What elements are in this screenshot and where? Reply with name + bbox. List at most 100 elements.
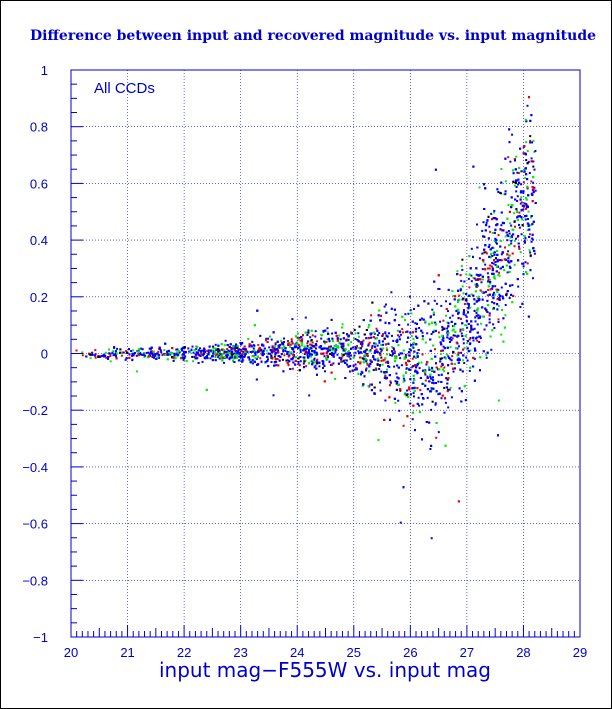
scatter-point [412,374,415,377]
scatter-point [411,411,414,414]
scatter-point [374,358,377,361]
scatter-point [349,354,352,357]
scatter-point [347,343,350,346]
scatter-point [429,390,432,393]
scatter-point [473,327,476,330]
scatter-point [409,368,412,371]
scatter-point [408,386,411,389]
scatter-point [404,353,407,356]
scatter-point [215,353,218,356]
scatter-point [467,340,469,342]
scatter-point [321,360,324,362]
scatter-point [131,359,134,362]
scatter-point [521,204,524,207]
scatter-point [507,204,510,206]
scatter-point [315,359,318,362]
scatter-point [391,346,394,349]
scatter-point [334,377,337,380]
scatter-point [481,229,484,232]
scatter-point [157,353,160,356]
scatter-point [230,347,233,350]
scatter-point [432,344,435,347]
scatter-point [318,365,321,368]
scatter-point [507,257,510,260]
scatter-point [422,369,424,372]
scatter-point [467,305,470,308]
scatter-point [493,275,496,278]
scatter-point [510,242,513,245]
scatter-point [505,264,508,267]
scatter-point [392,347,395,350]
scatter-point [211,359,214,362]
scatter-point [429,373,432,376]
scatter-point [259,334,262,337]
scatter-point [441,349,444,352]
scatter-point [531,186,534,188]
scatter-point [378,332,381,334]
scatter-point [128,348,130,351]
scatter-point [430,537,433,540]
scatter-point [358,347,361,350]
scatter-point [138,348,141,350]
scatter-point [500,181,503,184]
scatter-point [414,364,417,367]
scatter-point [532,139,535,142]
scatter-point [436,302,438,305]
scatter-point [294,356,297,359]
scatter-point [330,371,333,374]
scatter-point [492,297,495,300]
scatter-point [231,353,234,356]
scatter-point [332,347,335,350]
scatter-point [518,211,521,214]
scatter-point [194,357,197,360]
scatter-point [431,308,434,311]
scatter-point [182,358,185,361]
y-tick-label: 0.6 [30,176,48,191]
scatter-point [348,355,351,358]
scatter-point [184,355,187,358]
scatter-point [256,309,259,312]
scatter-point [457,500,460,503]
scatter-point [132,354,135,357]
scatter-point [234,356,237,359]
y-tick-label: 1 [41,63,48,78]
scatter-point [375,351,378,353]
scatter-point [438,288,441,290]
scatter-point [527,160,530,163]
scatter-point [266,341,269,343]
scatter-point [482,235,485,238]
scatter-point [228,346,231,348]
scatter-point [515,155,518,158]
scatter-point [510,196,513,199]
scatter-point [232,345,235,348]
scatter-point [336,337,339,340]
scatter-point [450,336,453,339]
scatter-point [522,190,525,193]
scatter-point [457,361,460,364]
scatter-point [482,315,484,318]
scatter-point [448,337,451,340]
scatter-point [504,314,507,317]
scatter-point [469,306,472,309]
scatter-point [219,351,222,354]
scatter-point [381,340,384,343]
scatter-point [274,345,276,348]
scatter-point [274,342,277,345]
scatter-point [467,277,470,280]
scatter-point [488,243,491,246]
scatter-point [457,351,460,354]
scatter-point [286,353,289,355]
scatter-point [454,334,456,337]
scatter-point [355,345,358,348]
scatter-point [447,288,450,291]
scatter-point [416,387,419,390]
scatter-point [354,338,357,340]
scatter-point [462,354,465,357]
scatter-point [500,286,503,289]
scatter-point [362,361,365,364]
scatter-point [394,357,397,360]
scatter-point [494,263,497,266]
scatter-point [517,172,520,174]
scatter-point [518,215,521,218]
y-tick-label: 0.4 [30,233,48,248]
